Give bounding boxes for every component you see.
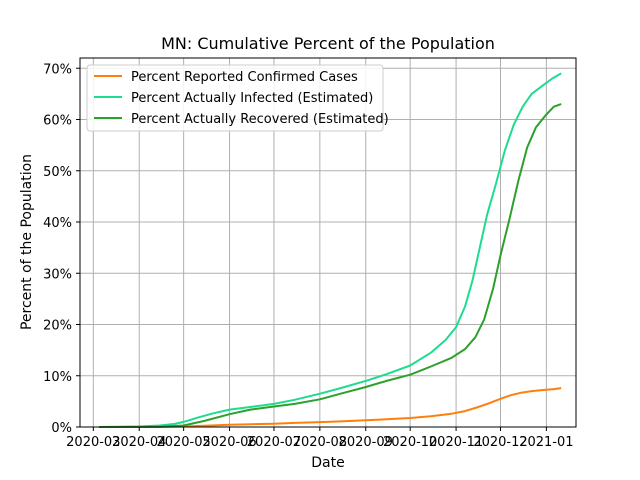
- x-tick-label: 2020-10: [383, 435, 437, 450]
- y-tick-label: 60%: [43, 114, 72, 129]
- x-tick-label: 2020-05: [156, 435, 210, 450]
- x-tick-label: 2020-11: [429, 435, 483, 450]
- legend-label-2: Percent Actually Infected (Estimated): [131, 91, 373, 106]
- legend-box: [86, 64, 384, 132]
- series-line-3: [99, 103, 562, 428]
- x-tick-label: 2021-01: [519, 435, 573, 450]
- x-tick-label: 2020-04: [112, 435, 166, 450]
- series-lines: [99, 72, 562, 428]
- y-tick-label: 50%: [43, 165, 72, 180]
- legend: Percent Reported Confirmed Cases Percent …: [86, 64, 389, 132]
- x-tick-label: 2020-03: [66, 435, 120, 450]
- legend-label-3: Percent Actually Recovered (Estimated): [131, 112, 389, 127]
- x-tick-label: 2020-06: [202, 435, 256, 450]
- axis-ticks: 2020-032020-042020-052020-062020-072020-…: [43, 62, 573, 450]
- y-tick-label: 70%: [43, 62, 72, 77]
- y-tick-label: 20%: [43, 319, 72, 334]
- chart-title: MN: Cumulative Percent of the Population: [161, 34, 495, 53]
- series-line-1: [99, 387, 562, 428]
- legend-label-1: Percent Reported Confirmed Cases: [131, 70, 358, 85]
- plot-frame: [79, 57, 577, 428]
- x-axis-label: Date: [311, 455, 344, 471]
- x-tick-label: 2020-09: [339, 435, 393, 450]
- y-tick-label: 0%: [51, 421, 72, 436]
- y-tick-label: 30%: [43, 267, 72, 282]
- series-line-2: [99, 72, 562, 428]
- y-axis-label: Percent of the Population: [19, 154, 35, 330]
- y-tick-label: 10%: [43, 370, 72, 385]
- x-tick-label: 2020-12: [473, 435, 527, 450]
- y-tick-label: 40%: [43, 216, 72, 231]
- x-tick-label: 2020-08: [293, 435, 347, 450]
- x-tick-label: 2020-07: [247, 435, 301, 450]
